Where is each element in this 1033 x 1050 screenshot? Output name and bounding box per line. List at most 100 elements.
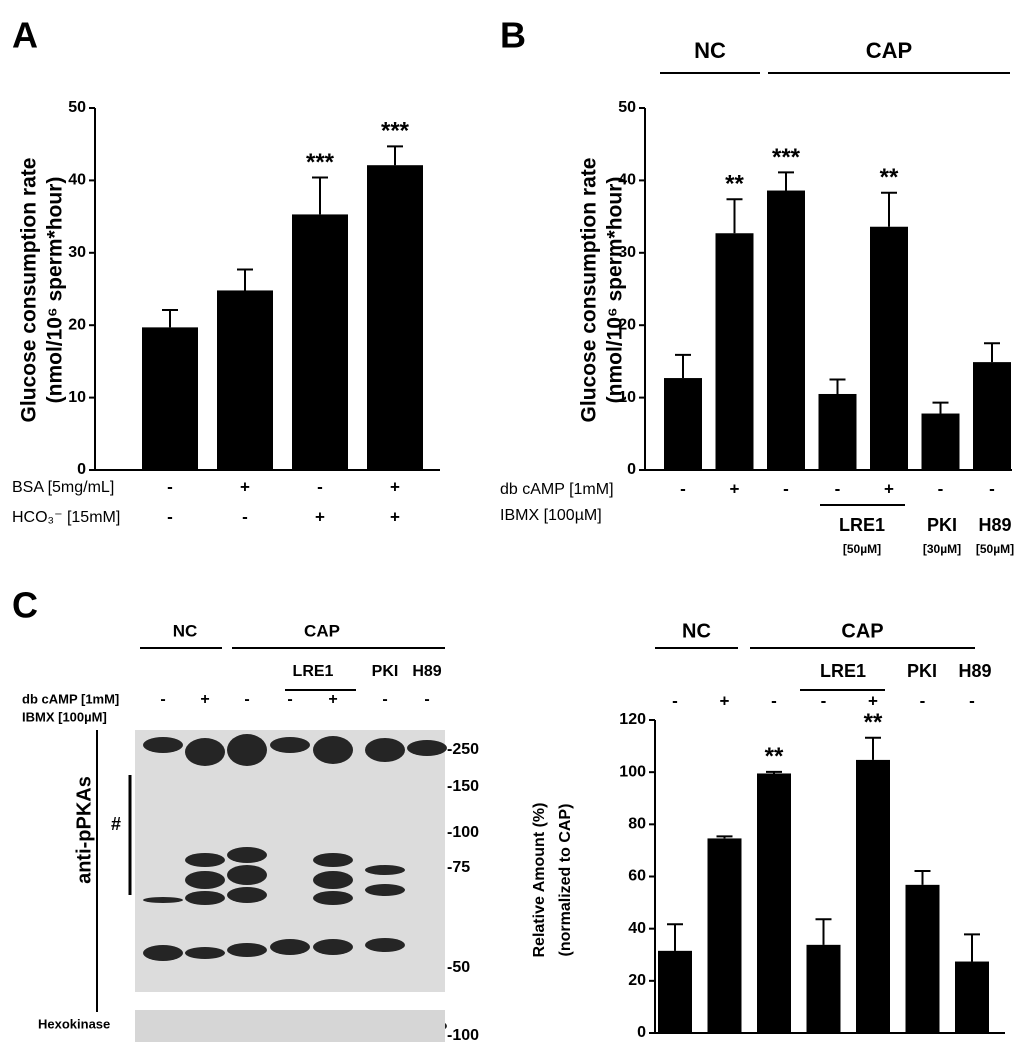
band [313,939,353,955]
band [185,947,225,959]
panel-label: A [12,15,38,56]
band [143,945,183,961]
bar [292,214,348,470]
inhibitor-dose: [50µM] [976,542,1014,556]
treatment-mark: - [167,507,173,526]
treatment-mark: - [382,691,387,708]
treatment-mark: - [287,691,292,708]
y-axis-label: Relative Amount (%) [531,803,548,958]
bar [905,884,940,1033]
bar [973,362,1011,470]
band [185,738,225,766]
y-tick-label: 60 [628,868,646,885]
treatment-mark: - [969,691,975,710]
band [313,891,353,905]
band [313,853,353,867]
inhibitor-label: LRE1 [839,515,885,535]
bar [870,226,908,470]
treatment-mark: - [424,691,429,708]
blot-bands [143,734,447,1033]
y-tick-label: 30 [618,244,636,261]
treatment-mark: - [835,479,841,498]
band [185,871,225,889]
y-tick-label: 10 [618,389,636,406]
treatment-label: IBMX [100µM] [22,709,107,724]
error-bar [984,342,1000,363]
treatment-mark: - [920,691,926,710]
bar [806,944,841,1033]
bar [921,413,960,470]
treatment-label: db cAMP [1mM] [22,691,119,706]
error-bar [778,171,794,191]
loading-control-label: Hexokinase [38,1016,110,1031]
group-label: CAP [304,621,340,640]
inhibitor-dose: [50µM] [843,542,881,556]
treatment-label: IBMX [100µM] [500,507,602,524]
inhibitor-label: PKI [372,663,399,680]
bar [767,190,805,470]
y-tick-label: 0 [77,461,86,478]
group-label: NC [173,621,198,640]
bar [707,838,742,1033]
treatment-mark: + [720,691,730,710]
error-bar [162,308,178,328]
bar [856,759,890,1033]
y-tick-label: 50 [68,99,86,116]
treatment-mark: + [315,507,325,526]
band [313,871,353,889]
band [143,897,183,903]
bar [367,165,423,471]
inhibitor-label: LRE1 [293,663,334,680]
y-axis-label: (nmol/10⁶ sperm*hour) [604,177,627,404]
band [227,865,267,885]
band [185,853,225,867]
y-axis-label: (normalized to CAP) [557,804,574,957]
significance-label: ** [864,709,883,736]
band [227,943,267,957]
treatment-mark: - [989,479,995,498]
y-tick-label: 100 [619,763,646,780]
error-bar [675,353,691,379]
y-tick-label: 40 [618,172,636,189]
y-tick-label: 120 [619,711,646,728]
group-label: NC [694,38,726,63]
significance-label: *** [306,149,335,176]
bar [142,327,198,470]
band-label: # [111,814,121,834]
bar [217,290,273,470]
treatment-mark: - [938,479,944,498]
band [185,891,225,905]
band [365,938,405,952]
treatment-mark: + [868,691,878,710]
error-bar [237,268,253,291]
band [313,736,353,764]
bar [664,378,702,470]
treatment-label: BSA [5mg/mL] [12,479,114,496]
significance-label: *** [772,144,801,171]
error-bar [881,191,897,227]
significance-label: *** [381,118,410,145]
inhibitor-label: PKI [927,515,957,535]
panel-label: B [500,15,526,56]
error-bar [387,145,403,166]
treatment-mark: + [200,691,209,708]
treatment-mark: - [242,507,248,526]
treatment-mark: + [884,479,894,498]
band [227,887,267,903]
treatment-mark: - [680,479,686,498]
y-tick-label: 80 [628,816,646,833]
error-bar [964,933,980,962]
error-bar [667,923,683,951]
antibody-label: anti-pPKAs [73,776,95,884]
treatment-marks: - + - - + - - [160,691,429,708]
error-bar [716,835,733,839]
treatment-mark: + [390,507,400,526]
y-tick-label: 20 [628,972,646,989]
band [227,847,267,863]
treatment-label: HCO₃⁻ [15mM] [12,509,120,526]
group-label: CAP [866,38,912,63]
inhibitor-label: H89 [412,663,441,680]
y-tick-label: 20 [68,316,86,333]
